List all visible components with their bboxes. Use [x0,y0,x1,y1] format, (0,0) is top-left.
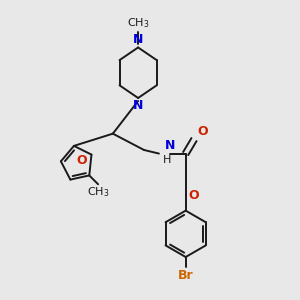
Text: N: N [133,33,143,46]
Text: N: N [165,139,175,152]
Text: O: O [197,125,208,138]
Text: H: H [164,155,172,165]
Text: CH$_3$: CH$_3$ [87,185,110,199]
Text: O: O [76,154,86,167]
Text: Br: Br [178,269,194,283]
Text: CH$_3$: CH$_3$ [127,16,149,30]
Text: N: N [133,100,143,112]
Text: O: O [189,189,199,202]
